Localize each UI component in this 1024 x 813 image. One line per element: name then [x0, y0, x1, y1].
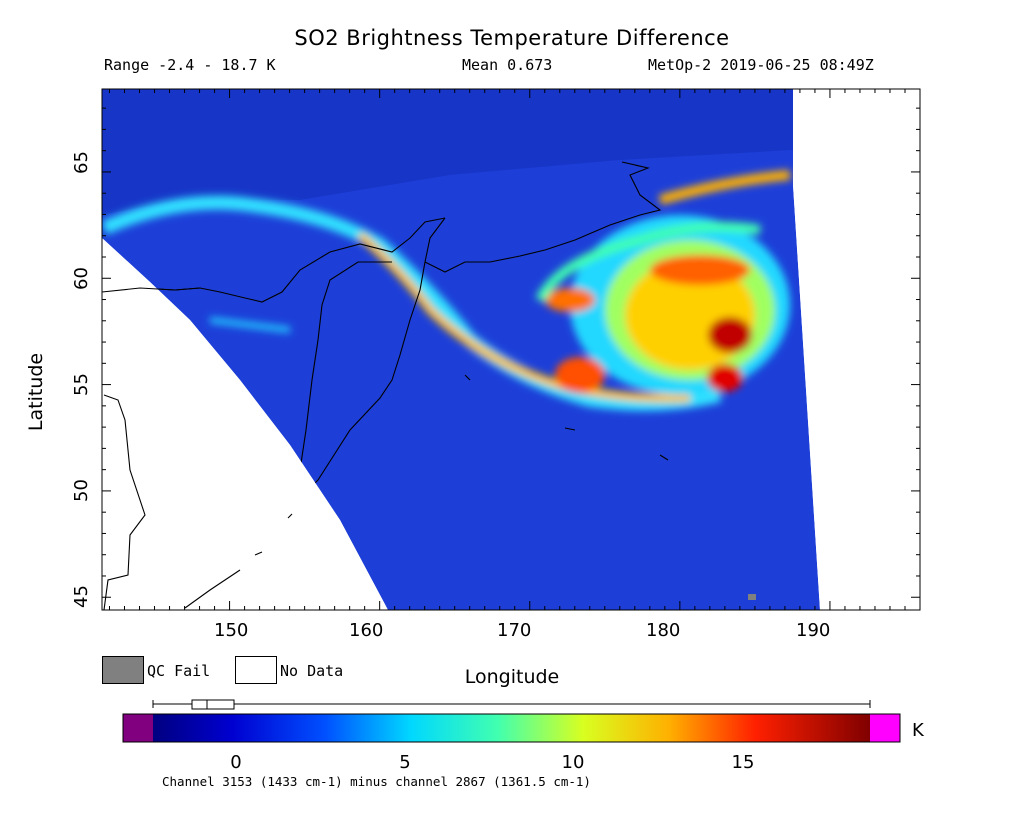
- platform-time-label: MetOp-2 2019-06-25 08:49Z: [648, 56, 874, 74]
- map-plot-area: [102, 89, 920, 610]
- x-tick-label: 180: [646, 620, 681, 641]
- no-data-swatch: [235, 656, 277, 684]
- swath-shading: [102, 89, 793, 215]
- x-tick-label: 170: [497, 620, 532, 641]
- mean-label: Mean 0.673: [462, 56, 553, 74]
- y-tick-label: 45: [70, 585, 92, 608]
- x-axis-label: Longitude: [464, 666, 560, 688]
- colorbar-frame: [122, 713, 901, 743]
- colorbar-tick-label: 5: [399, 752, 411, 773]
- y-tick-label: 60: [70, 267, 92, 290]
- axis-ticks: [102, 89, 921, 610]
- map-frame: [101, 88, 921, 611]
- no-data-east: [793, 89, 920, 185]
- colorbar: [122, 699, 901, 743]
- qc-fail-label: QC Fail: [147, 662, 211, 680]
- no-data-label: No Data: [280, 662, 344, 680]
- x-tick-label: 160: [349, 620, 384, 641]
- channel-footnote: Channel 3153 (1433 cm-1) minus channel 2…: [162, 774, 591, 789]
- colorbar-underflow: [123, 714, 153, 742]
- data-swath: [102, 89, 820, 610]
- y-axis-label: Latitude: [25, 352, 47, 432]
- colorbar-overflow: [870, 714, 900, 742]
- colorbar-tick-label: 15: [731, 752, 755, 773]
- y-tick-label: 50: [70, 479, 92, 502]
- colorbar-gradient: [153, 714, 870, 742]
- colorbar-tick-label: 10: [561, 752, 585, 773]
- colorbar-iqr-box: [191, 699, 235, 710]
- x-tick-label: 190: [796, 620, 831, 641]
- qc-fail-swatch: [102, 656, 144, 684]
- so2-plume: [102, 170, 791, 411]
- y-tick-label: 65: [70, 151, 92, 174]
- no-data-east-lower: [793, 185, 920, 610]
- range-label: Range -2.4 - 18.7 K: [104, 56, 276, 74]
- y-tick-label: 55: [70, 373, 92, 396]
- colorbar-tick-label: 0: [230, 752, 242, 773]
- colorbar-unit: K: [912, 720, 924, 741]
- qc-fail-pixel: [748, 594, 756, 600]
- x-tick-label: 150: [214, 620, 249, 641]
- chart-title: SO2 Brightness Temperature Difference: [294, 26, 730, 50]
- no-data-wedge: [102, 238, 388, 610]
- coastlines-west: [102, 287, 293, 610]
